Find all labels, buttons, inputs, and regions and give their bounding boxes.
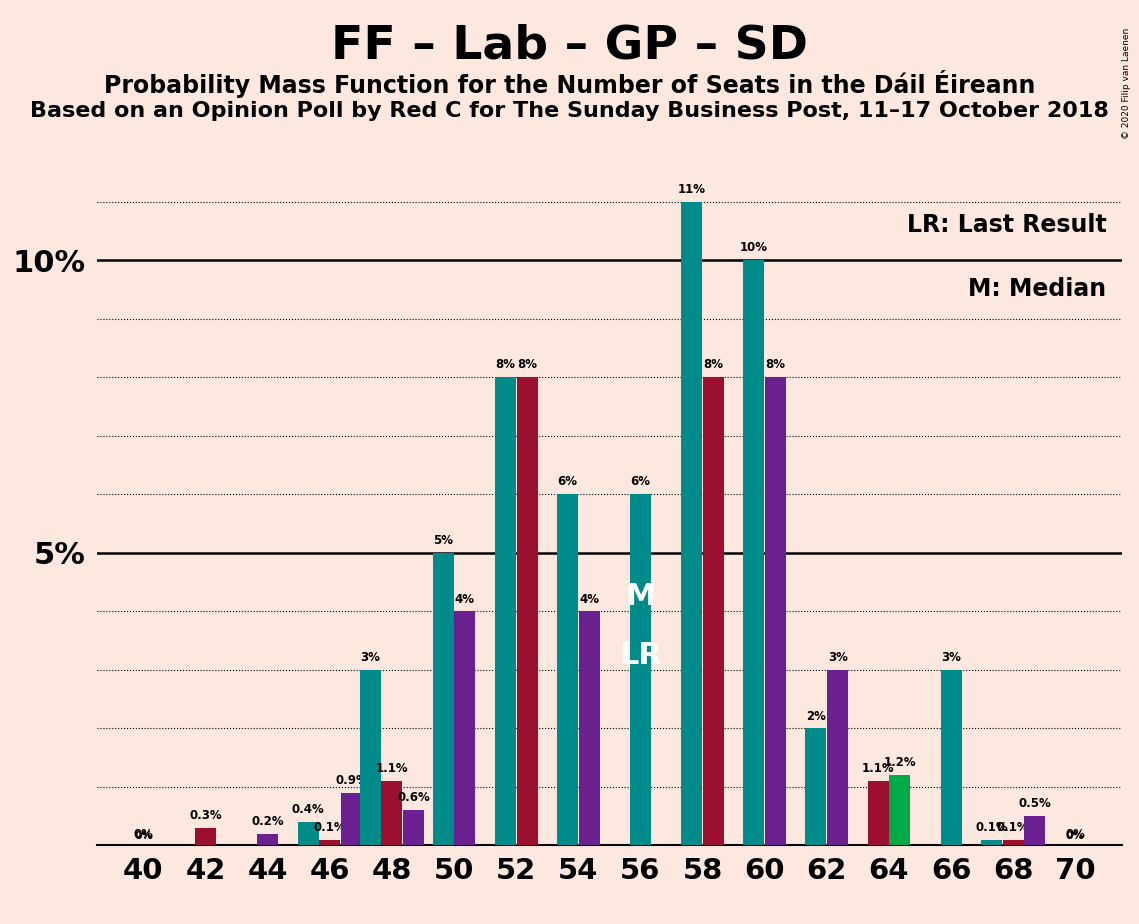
Text: 0%: 0% <box>1066 831 1084 841</box>
Bar <box>297 822 319 845</box>
Bar <box>360 670 380 845</box>
Text: 11%: 11% <box>678 183 706 196</box>
Bar <box>630 494 652 845</box>
Bar <box>805 728 827 845</box>
Text: 0.1%: 0.1% <box>975 821 1008 833</box>
Bar <box>744 261 764 845</box>
Text: 0.6%: 0.6% <box>398 792 431 805</box>
Text: 0.5%: 0.5% <box>1018 797 1051 810</box>
Text: 3%: 3% <box>941 651 961 664</box>
Bar <box>890 775 910 845</box>
Bar <box>257 833 278 845</box>
Bar <box>382 781 402 845</box>
Text: 0.2%: 0.2% <box>252 815 284 828</box>
Bar <box>433 553 453 845</box>
Text: 0%: 0% <box>1065 828 1085 841</box>
Bar <box>765 377 786 845</box>
Text: 0.1%: 0.1% <box>997 821 1030 833</box>
Text: 4%: 4% <box>579 592 599 605</box>
Text: 1.1%: 1.1% <box>862 762 894 775</box>
Text: 3%: 3% <box>828 651 847 664</box>
Bar <box>494 377 516 845</box>
Text: 0.3%: 0.3% <box>189 809 222 822</box>
Text: 5%: 5% <box>433 534 453 547</box>
Bar <box>868 781 888 845</box>
Bar <box>341 793 362 845</box>
Text: 10%: 10% <box>740 241 768 254</box>
Bar <box>703 377 724 845</box>
Bar <box>454 612 475 845</box>
Text: M: M <box>625 582 656 612</box>
Bar <box>403 810 424 845</box>
Text: 8%: 8% <box>517 359 538 371</box>
Bar <box>981 840 1002 845</box>
Bar <box>681 201 703 845</box>
Text: 3%: 3% <box>360 651 380 664</box>
Bar <box>1002 840 1024 845</box>
Text: LR: Last Result: LR: Last Result <box>907 213 1106 237</box>
Text: 2%: 2% <box>806 710 826 723</box>
Text: Based on an Opinion Poll by Red C for The Sunday Business Post, 11–17 October 20: Based on an Opinion Poll by Red C for Th… <box>30 101 1109 121</box>
Text: 6%: 6% <box>557 476 577 489</box>
Bar <box>1024 816 1046 845</box>
Text: 1.2%: 1.2% <box>884 757 916 770</box>
Text: 6%: 6% <box>630 476 650 489</box>
Text: LR: LR <box>618 641 662 670</box>
Text: 8%: 8% <box>495 359 515 371</box>
Text: 0.1%: 0.1% <box>313 821 346 833</box>
Bar <box>557 494 577 845</box>
Text: 4%: 4% <box>454 592 475 605</box>
Text: Probability Mass Function for the Number of Seats in the Dáil Éireann: Probability Mass Function for the Number… <box>104 70 1035 98</box>
Text: © 2020 Filip van Laenen: © 2020 Filip van Laenen <box>1122 28 1131 139</box>
Text: 8%: 8% <box>704 359 723 371</box>
Text: FF – Lab – GP – SD: FF – Lab – GP – SD <box>331 23 808 68</box>
Bar <box>319 840 341 845</box>
Bar <box>195 828 216 845</box>
Bar <box>579 612 600 845</box>
Bar <box>941 670 961 845</box>
Text: 0.9%: 0.9% <box>335 774 368 787</box>
Bar <box>516 377 538 845</box>
Text: 1.1%: 1.1% <box>376 762 408 775</box>
Bar <box>827 670 849 845</box>
Text: M: Median: M: Median <box>968 276 1106 300</box>
Text: 0.4%: 0.4% <box>292 803 325 816</box>
Text: 8%: 8% <box>765 359 786 371</box>
Text: 0%: 0% <box>133 828 154 841</box>
Text: 0%: 0% <box>134 831 153 841</box>
